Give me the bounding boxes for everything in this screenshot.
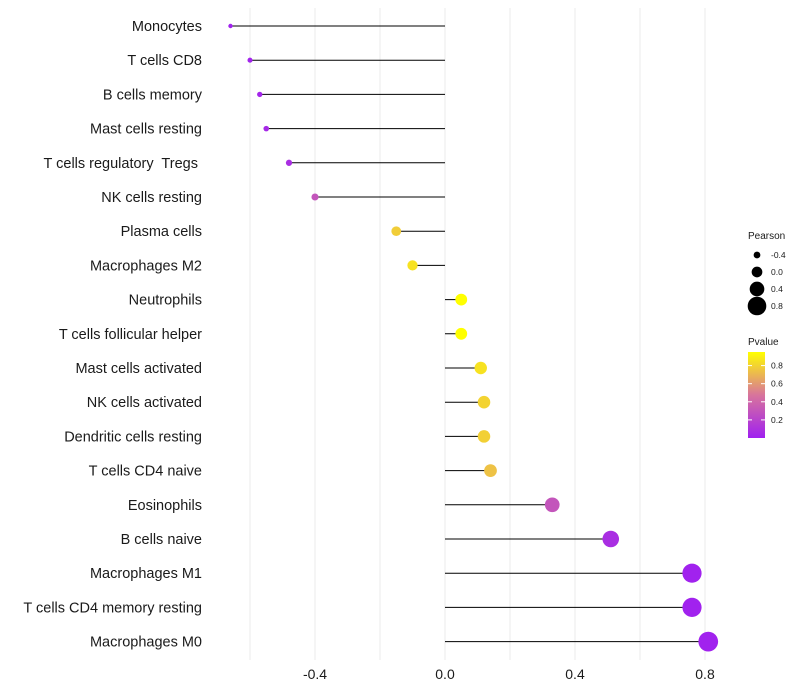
y-axis-label: NK cells activated bbox=[87, 395, 202, 411]
lollipop-point bbox=[257, 91, 263, 98]
lollipop-point bbox=[285, 159, 293, 166]
lollipop-point bbox=[391, 226, 402, 237]
lollipop-point bbox=[455, 293, 468, 306]
color-legend-label: 0.4 bbox=[771, 397, 783, 407]
size-legend: Pearson -0.4 0.0 0.4 0.8 bbox=[747, 231, 786, 316]
size-legend-label: 0.4 bbox=[771, 284, 783, 294]
y-axis-label: Mast cells activated bbox=[75, 361, 202, 377]
lollipop-point bbox=[311, 193, 319, 201]
size-legend-key bbox=[753, 251, 761, 259]
y-axis-label: Dendritic cells resting bbox=[64, 429, 202, 445]
y-axis-label: Monocytes bbox=[132, 19, 202, 35]
y-axis-label: T cells CD4 memory resting bbox=[23, 600, 202, 616]
y-axis-label: Eosinophils bbox=[128, 498, 202, 514]
x-tick-label: 0.4 bbox=[565, 666, 585, 682]
x-tick-label: -0.4 bbox=[303, 666, 327, 682]
y-axis-label: B cells memory bbox=[103, 87, 203, 103]
grid-lines bbox=[249, 8, 706, 660]
y-axis-label: Macrophages M0 bbox=[90, 635, 202, 651]
size-legend-label: 0.0 bbox=[771, 267, 783, 277]
x-tick-label: 0.8 bbox=[695, 666, 715, 682]
y-axis-label: T cells CD4 naive bbox=[89, 464, 202, 480]
lollipop-point bbox=[682, 563, 702, 583]
lollipop-point bbox=[474, 361, 487, 375]
y-axis-label: Plasma cells bbox=[121, 224, 202, 240]
lollipop-point bbox=[477, 395, 491, 409]
x-tick-label: 0.0 bbox=[435, 666, 455, 682]
lollipop-point bbox=[407, 260, 418, 271]
color-legend-bar bbox=[748, 352, 765, 438]
y-axis-label: Macrophages M1 bbox=[90, 566, 202, 582]
color-legend: Pvalue 0.2 0.4 0.6 0.8 bbox=[748, 337, 783, 438]
color-legend-label: 0.6 bbox=[771, 379, 783, 389]
color-legend-label: 0.8 bbox=[771, 361, 783, 371]
size-legend-key bbox=[747, 296, 767, 316]
y-axis-label: NK cells resting bbox=[101, 190, 202, 206]
lollipop-point bbox=[263, 125, 270, 132]
lollipop-point bbox=[698, 631, 719, 652]
lollipop-point bbox=[602, 530, 620, 548]
lollipop-point bbox=[228, 23, 233, 29]
size-legend-key bbox=[749, 281, 765, 297]
lollipop-point bbox=[484, 464, 497, 477]
lollipop-points bbox=[228, 23, 719, 652]
y-axis-label: Mast cells resting bbox=[90, 122, 202, 138]
lollipop-point bbox=[477, 430, 491, 443]
lollipop-point bbox=[247, 57, 253, 63]
size-legend-title: Pearson bbox=[748, 231, 785, 242]
lollipop-point bbox=[682, 597, 702, 617]
y-axis-label: B cells naive bbox=[121, 532, 202, 548]
lollipop-point bbox=[544, 497, 560, 513]
y-axis-label: Neutrophils bbox=[129, 293, 202, 309]
size-legend-label: 0.8 bbox=[771, 301, 783, 311]
lollipop-stems bbox=[230, 25, 709, 643]
size-legend-label: -0.4 bbox=[771, 250, 786, 260]
y-axis-label: Macrophages M2 bbox=[90, 258, 202, 274]
y-axis-label: T cells follicular helper bbox=[59, 327, 202, 343]
color-legend-label: 0.2 bbox=[771, 415, 783, 425]
y-axis-label: T cells regulatory Tregs bbox=[44, 156, 203, 172]
y-axis-label: T cells CD8 bbox=[127, 53, 202, 69]
color-legend-title: Pvalue bbox=[748, 337, 779, 348]
x-axis-tick-labels: -0.4 0.0 0.4 0.8 bbox=[303, 666, 715, 682]
size-legend-key bbox=[751, 266, 763, 278]
y-axis-labels: Monocytes T cells CD8 B cells memory Mast c… bbox=[23, 19, 202, 651]
lollipop-point bbox=[455, 327, 468, 340]
